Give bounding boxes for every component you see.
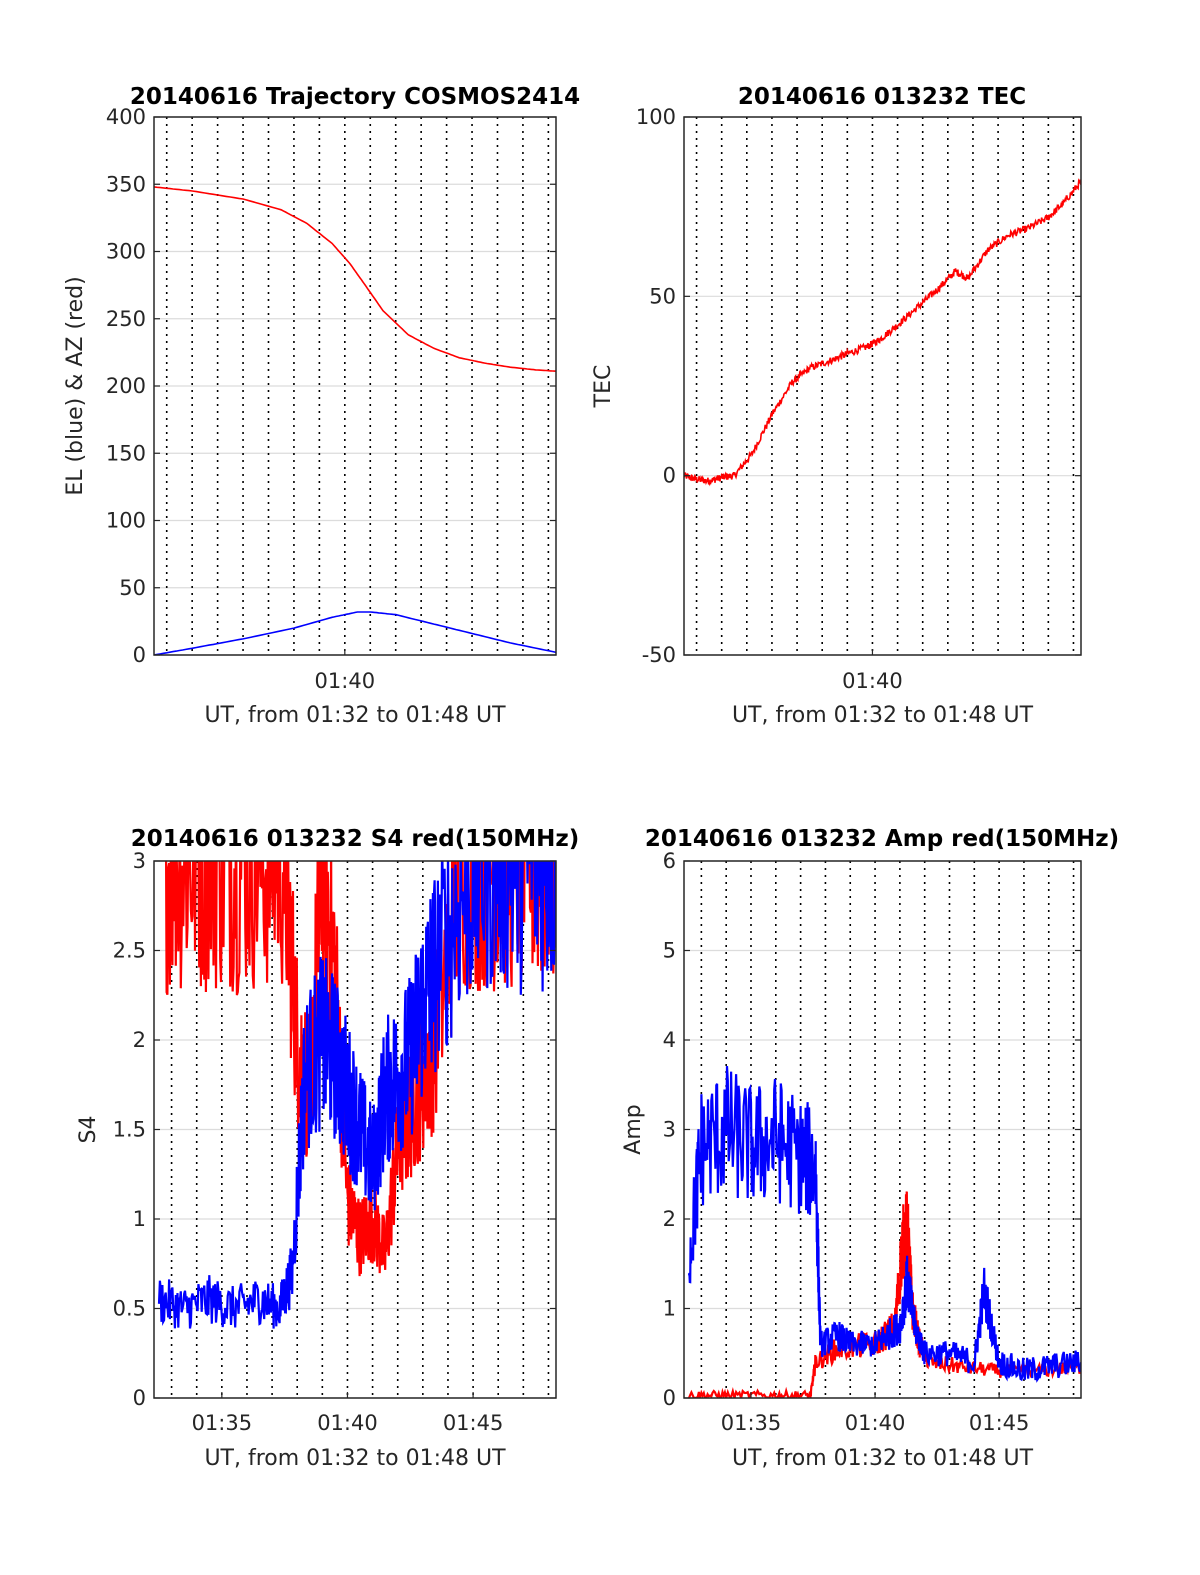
y-tick-label: 2.5 xyxy=(113,939,146,963)
y-tick-label: 2 xyxy=(133,1028,146,1052)
y-tick-label: 0 xyxy=(663,464,676,488)
x-tick-label: 01:40 xyxy=(317,1411,378,1435)
y-tick-label: 4 xyxy=(663,1028,676,1052)
y-tick-label: 300 xyxy=(106,240,146,264)
y-tick-label: 0 xyxy=(133,643,146,667)
axes-frame xyxy=(683,116,1082,656)
y-tick-label: 1 xyxy=(663,1297,676,1321)
y-tick-label: 2 xyxy=(663,1207,676,1231)
x-tick-label: 01:40 xyxy=(845,1411,906,1435)
y-tick-label: 1 xyxy=(133,1207,146,1231)
y-tick-label: 100 xyxy=(636,105,676,129)
y-tick-label: 0.5 xyxy=(113,1297,146,1321)
y-tick-label: 5 xyxy=(663,939,676,963)
y-tick-label: 350 xyxy=(106,172,146,196)
y-axis-label: EL (blue) & AZ (red) xyxy=(63,276,88,495)
series-blue-line xyxy=(687,1066,1081,1383)
series-blue-line xyxy=(157,861,556,1329)
x-tick-label: 01:45 xyxy=(443,1411,504,1435)
chart-title: 20140616 013232 TEC xyxy=(738,84,1026,110)
plot-area xyxy=(684,117,1081,655)
x-tick-label: 01:35 xyxy=(192,1411,253,1435)
y-tick-label: 250 xyxy=(106,307,146,331)
x-tick-label: 01:40 xyxy=(842,669,903,693)
chart-title: 20140616 013232 Amp red(150MHz) xyxy=(645,826,1119,852)
y-tick-label: 50 xyxy=(649,284,676,308)
chart-trajectory: 0 50 100 150 200 250 300 350 400 01:40 20140616 Tr… xyxy=(63,84,580,728)
x-axis-label: UT, from 01:32 to 01:48 UT xyxy=(204,703,506,728)
y-axis-label: S4 xyxy=(76,1116,101,1144)
y-tick-label: 6 xyxy=(663,849,676,873)
y-tick-label: 0 xyxy=(133,1386,146,1410)
series-blue-line xyxy=(154,611,556,655)
y-tick-label: 200 xyxy=(106,374,146,398)
x-axis-label: UT, from 01:32 to 01:48 UT xyxy=(204,1446,506,1471)
chart-tec: -50 0 50 100 01:40 20140616 013232 TEC UT, fro… xyxy=(591,84,1082,728)
y-tick-label: 100 xyxy=(106,509,146,533)
chart-title: 20140616 Trajectory COSMOS2414 xyxy=(130,84,580,110)
y-tick-label: 1.5 xyxy=(113,1118,146,1142)
y-tick-label: 50 xyxy=(119,576,146,600)
x-axis-label: UT, from 01:32 to 01:48 UT xyxy=(732,703,1034,728)
y-axis-label: Amp xyxy=(621,1104,646,1154)
chart-s4: 0 0.5 1 1.5 2 2.5 3 01:35 01:40 01:45 20140616 013… xyxy=(76,826,580,1471)
y-axis-label: TEC xyxy=(591,365,616,409)
y-tick-label: 400 xyxy=(106,105,146,129)
series-red-line xyxy=(154,186,556,372)
x-tick-label: 01:45 xyxy=(969,1411,1030,1435)
y-tick-label: 3 xyxy=(663,1118,676,1142)
y-tick-label: -50 xyxy=(642,643,676,667)
y-tick-label: 0 xyxy=(663,1386,676,1410)
x-tick-label: 01:35 xyxy=(721,1411,782,1435)
series-red-line xyxy=(684,177,1081,487)
y-tick-label: 150 xyxy=(106,441,146,465)
x-axis-label: UT, from 01:32 to 01:48 UT xyxy=(732,1446,1034,1471)
y-tick-label: 3 xyxy=(133,849,146,873)
chart-title: 20140616 013232 S4 red(150MHz) xyxy=(131,826,580,852)
x-tick-label: 01:40 xyxy=(315,669,376,693)
chart-amp: 0 1 2 3 4 5 6 01:35 01:40 01:45 20140616 013232 Am… xyxy=(621,826,1119,1471)
